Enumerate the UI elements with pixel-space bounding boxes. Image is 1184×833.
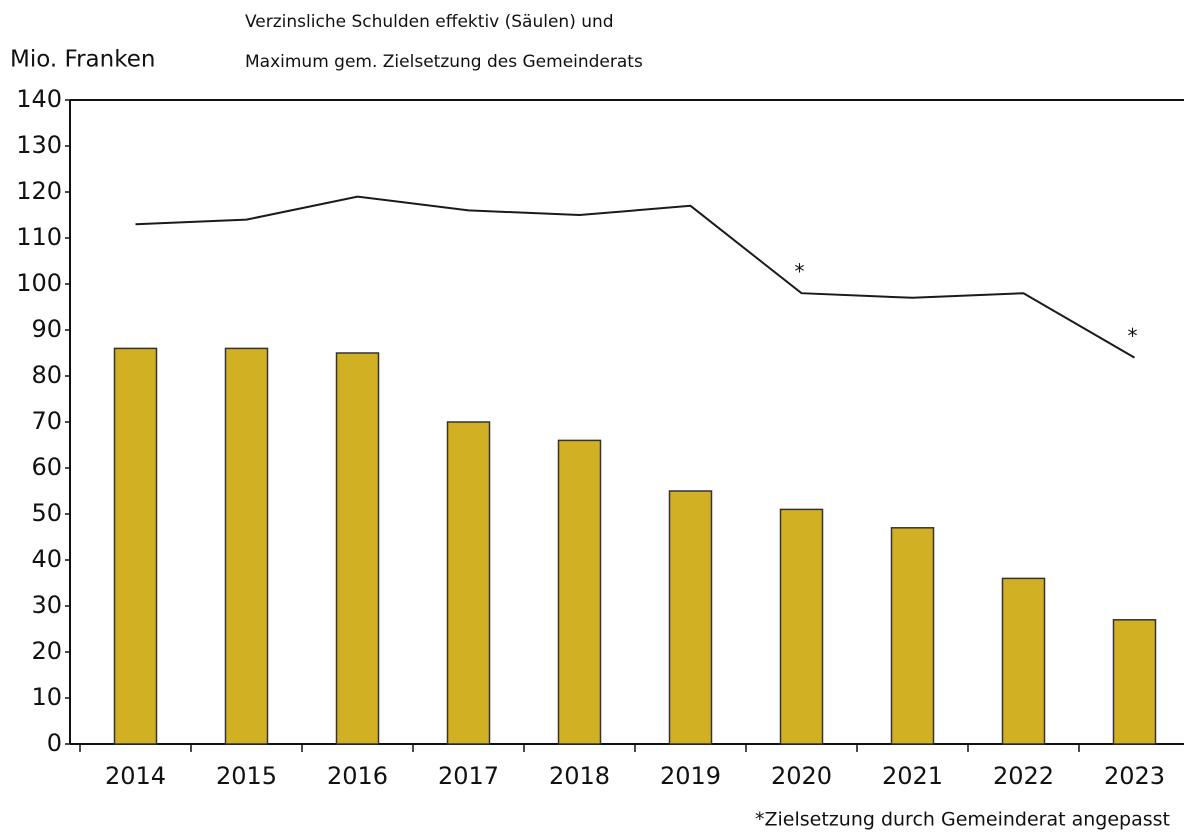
y-tick-label: 100 xyxy=(16,269,62,297)
bar xyxy=(668,490,713,745)
x-tick-label: 2017 xyxy=(438,762,499,790)
y-tick-label: 60 xyxy=(31,453,62,481)
x-tick-label: 2022 xyxy=(993,762,1054,790)
footnote: *Zielsetzung durch Gemeinderat angepasst xyxy=(755,809,1170,831)
point-label: * xyxy=(795,260,805,284)
point-label: * xyxy=(1128,324,1138,348)
bar xyxy=(446,421,491,745)
y-tick-label: 120 xyxy=(16,177,62,205)
y-tick-label: 140 xyxy=(16,85,62,113)
x-tick-label: 2021 xyxy=(882,762,943,790)
y-tick-label: 30 xyxy=(31,591,62,619)
bar xyxy=(890,527,935,745)
y-tick-label: 130 xyxy=(16,131,62,159)
x-tick-label: 2018 xyxy=(549,762,610,790)
bar xyxy=(1112,619,1157,745)
bar xyxy=(557,439,602,745)
y-tick-label: 80 xyxy=(31,361,62,389)
chart-title: Verzinsliche Schulden effektiv (Säulen) … xyxy=(245,12,614,32)
chart-title: Maximum gem. Zielsetzung des Gemeinderat… xyxy=(245,52,643,72)
bar xyxy=(1001,577,1046,745)
y-tick-label: 20 xyxy=(31,637,62,665)
y-tick-label: 40 xyxy=(31,545,62,573)
x-tick-label: 2020 xyxy=(771,762,832,790)
y-tick-label: 110 xyxy=(16,223,62,251)
y-tick-label: 0 xyxy=(47,729,62,757)
bar xyxy=(224,347,269,745)
y-tick-label: 10 xyxy=(31,683,62,711)
bar xyxy=(113,347,158,745)
x-tick-label: 2023 xyxy=(1104,762,1165,790)
x-tick-label: 2014 xyxy=(105,762,166,790)
y-tick-label: 50 xyxy=(31,499,62,527)
y-tick-label: 70 xyxy=(31,407,62,435)
y-axis-label: Mio. Franken xyxy=(10,47,155,73)
bar xyxy=(779,508,824,745)
x-tick-label: 2019 xyxy=(660,762,721,790)
x-tick-label: 2015 xyxy=(216,762,277,790)
bar xyxy=(335,352,380,745)
x-tick-label: 2016 xyxy=(327,762,388,790)
line xyxy=(135,195,1136,359)
y-tick-label: 90 xyxy=(31,315,62,343)
